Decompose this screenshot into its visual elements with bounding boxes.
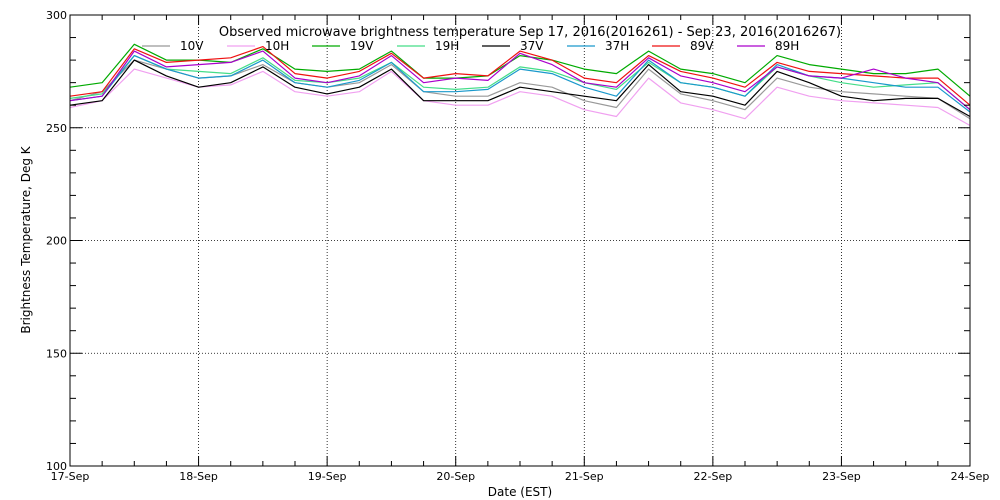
y-axis-label: Brightness Temperature, Deg K	[19, 145, 33, 333]
x-tick-label: 21-Sep	[565, 470, 604, 483]
y-tick-label: 100	[46, 460, 67, 473]
x-tick-label: 17-Sep	[51, 470, 90, 483]
series-line-19H	[69, 54, 971, 111]
y-tick-label: 250	[46, 122, 67, 135]
legend-label-89H: 89H	[775, 39, 799, 53]
legend-label-10V: 10V	[180, 39, 204, 53]
legend-label-37V: 37V	[520, 39, 544, 53]
x-tick-label: 23-Sep	[822, 470, 861, 483]
legend-label-19V: 19V	[350, 39, 374, 53]
series-line-89V	[69, 45, 971, 106]
series-line-37V	[69, 59, 971, 118]
series-line-10H	[69, 68, 971, 127]
legend-label-10H: 10H	[265, 39, 289, 53]
legend: 10V 10H 19V 19H 37V 37H 89V 89H	[142, 39, 799, 53]
grid-layer	[70, 15, 970, 466]
legend-label-37H: 37H	[605, 39, 629, 53]
x-tick-label: 18-Sep	[179, 470, 218, 483]
x-tick-label: 24-Sep	[951, 470, 990, 483]
y-tick-label: 200	[46, 235, 67, 248]
legend-label-19H: 19H	[435, 39, 459, 53]
y-tick-label: 300	[46, 9, 67, 22]
legend-label-89V: 89V	[690, 39, 714, 53]
y-tick-label: 150	[46, 347, 67, 360]
series-line-19V	[69, 43, 971, 97]
tick-layer: 100 150 200 250 300 17-Sep 18-Sep 19-Sep 20-Sep 2…	[46, 9, 989, 483]
x-tick-label: 20-Sep	[436, 470, 475, 483]
x-axis-label: Date (EST)	[488, 485, 552, 499]
series-layer	[69, 43, 971, 127]
chart-title: Observed microwave brightness temperatur…	[219, 25, 841, 40]
x-tick-label: 22-Sep	[694, 470, 733, 483]
series-line-89H	[69, 50, 971, 111]
x-tick-label: 19-Sep	[308, 470, 347, 483]
